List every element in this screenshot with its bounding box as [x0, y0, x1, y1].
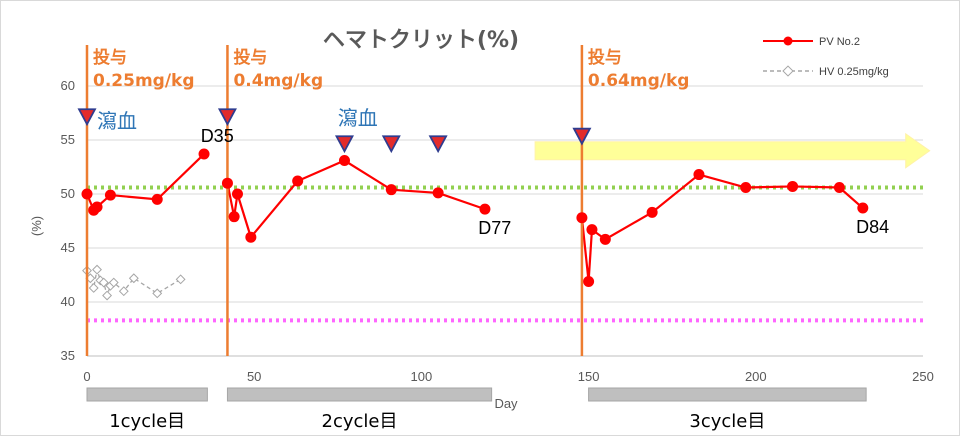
- hv-data-point: [108, 277, 119, 288]
- chart-title: ヘマトクリット(%): [323, 28, 519, 53]
- pv-series-line: [226, 159, 486, 240]
- pv-data-point: [91, 201, 103, 213]
- pv-data-point: [231, 188, 243, 200]
- hv-data-point: [92, 264, 102, 275]
- y-tick-label: 45: [61, 240, 75, 255]
- pv-data-point: [479, 203, 491, 215]
- hv-data-point: [175, 274, 186, 285]
- chart-legend: PV No.2 HV 0.25mg/kg: [763, 36, 889, 78]
- pv-series-line: [85, 153, 205, 213]
- plot-area: 35 40 45 50 55 60 0 50 100 150 200 250 (%) Day 投与 0.25m…: [29, 45, 934, 432]
- phlebotomy-marker: [77, 108, 97, 127]
- cycle-label: 1cycle目: [109, 411, 185, 432]
- cycle-bar: [226, 387, 493, 402]
- phlebotomy-marker: [381, 135, 401, 154]
- hv-data-point: [118, 286, 129, 297]
- pv-data-point: [292, 175, 304, 187]
- continuation-arrow: [534, 132, 931, 169]
- hv-data-point: [88, 283, 99, 293]
- x-tick-label: 0: [83, 369, 90, 384]
- day-label: D35: [201, 126, 234, 146]
- hv-data-point: [98, 277, 109, 288]
- phlebotomy-marker: [572, 127, 592, 146]
- legend-hv-label: HV 0.25mg/kg: [819, 66, 889, 78]
- day-label: D84: [856, 217, 889, 237]
- x-tick-label: 200: [745, 369, 767, 384]
- x-axis-label: Day: [494, 396, 518, 411]
- pv-data-point: [740, 182, 752, 194]
- legend-pv-marker: [783, 36, 793, 46]
- pv-data-point: [857, 202, 869, 214]
- phlebotomy-marker: [428, 135, 448, 154]
- dose-label: 投与: [93, 47, 127, 68]
- pv-data-point: [833, 182, 845, 194]
- cycle-label: 2cycle目: [322, 411, 398, 432]
- pv-data-point: [583, 275, 595, 287]
- y-tick-label: 50: [61, 186, 75, 201]
- pv-data-point: [198, 148, 210, 160]
- dose-label: 投与: [588, 47, 622, 68]
- pv-data-point: [338, 155, 350, 167]
- dose-amount-label: 0.64mg/kg: [588, 71, 690, 91]
- pv-data-point: [432, 187, 444, 199]
- x-tick-label: 150: [578, 369, 600, 384]
- phlebotomy-label: 瀉血: [338, 106, 378, 130]
- pv-data-point: [104, 189, 116, 201]
- phlebotomy-label: 瀉血: [97, 109, 137, 133]
- y-tick-label: 55: [61, 132, 75, 147]
- pv-data-point: [385, 184, 397, 196]
- pv-data-point: [245, 231, 257, 243]
- pv-data-point: [646, 206, 658, 218]
- phlebotomy-marker: [334, 135, 354, 154]
- pv-data-point: [576, 212, 588, 224]
- dose-amount-label: 0.25mg/kg: [93, 71, 195, 91]
- legend-pv-label: PV No.2: [819, 36, 860, 48]
- pv-series-line: [580, 173, 864, 282]
- pv-data-point: [151, 193, 163, 205]
- pv-data-point: [693, 169, 705, 181]
- y-axis-label: (%): [29, 216, 44, 236]
- legend-hv-marker: [782, 65, 794, 77]
- pv-data-point: [221, 177, 233, 189]
- y-tick-label: 35: [61, 348, 75, 363]
- cycle-label: 3cycle目: [689, 411, 765, 432]
- cycle-bar: [86, 387, 208, 402]
- day-label: D77: [478, 218, 511, 238]
- x-tick-label: 50: [247, 369, 261, 384]
- y-tick-label: 40: [61, 294, 75, 309]
- phlebotomy-marker: [217, 108, 237, 127]
- x-tick-label: 100: [411, 369, 433, 384]
- hv-data-point: [128, 273, 139, 284]
- cycle-bar: [588, 387, 867, 402]
- pv-data-point: [586, 224, 598, 236]
- pv-data-point: [228, 211, 240, 223]
- dose-amount-label: 0.4mg/kg: [233, 71, 323, 91]
- x-tick-label: 250: [912, 369, 934, 384]
- y-tick-label: 60: [61, 78, 75, 93]
- pv-data-point: [599, 233, 611, 245]
- hv-data-point: [152, 288, 163, 299]
- pv-data-point: [81, 188, 93, 200]
- hv-data-point: [102, 290, 113, 301]
- dose-label: 投与: [233, 47, 267, 68]
- pv-data-point: [787, 180, 799, 192]
